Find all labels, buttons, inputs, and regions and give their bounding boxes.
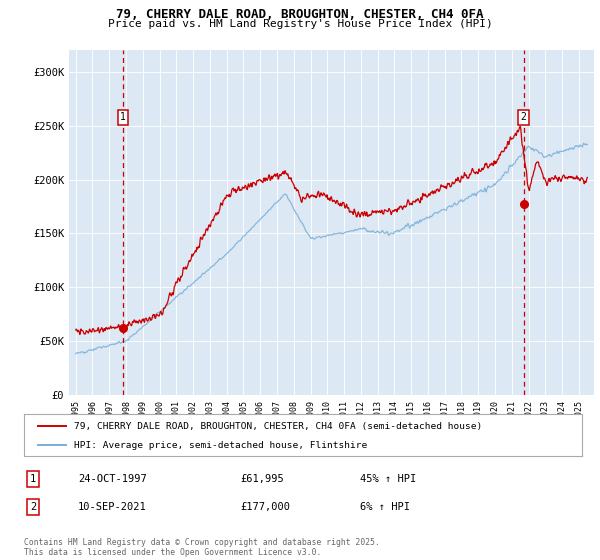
Text: HPI: Average price, semi-detached house, Flintshire: HPI: Average price, semi-detached house,… bbox=[74, 441, 367, 450]
Text: 2: 2 bbox=[521, 112, 527, 122]
Text: 1: 1 bbox=[120, 112, 126, 122]
Text: £177,000: £177,000 bbox=[240, 502, 290, 512]
Text: Price paid vs. HM Land Registry's House Price Index (HPI): Price paid vs. HM Land Registry's House … bbox=[107, 19, 493, 29]
Text: 24-OCT-1997: 24-OCT-1997 bbox=[78, 474, 147, 484]
Text: 6% ↑ HPI: 6% ↑ HPI bbox=[360, 502, 410, 512]
Text: 2: 2 bbox=[30, 502, 36, 512]
Text: £61,995: £61,995 bbox=[240, 474, 284, 484]
Text: 45% ↑ HPI: 45% ↑ HPI bbox=[360, 474, 416, 484]
Text: 10-SEP-2021: 10-SEP-2021 bbox=[78, 502, 147, 512]
Text: Contains HM Land Registry data © Crown copyright and database right 2025.
This d: Contains HM Land Registry data © Crown c… bbox=[24, 538, 380, 557]
Text: 1: 1 bbox=[30, 474, 36, 484]
Text: 79, CHERRY DALE ROAD, BROUGHTON, CHESTER, CH4 0FA: 79, CHERRY DALE ROAD, BROUGHTON, CHESTER… bbox=[116, 8, 484, 21]
Text: 79, CHERRY DALE ROAD, BROUGHTON, CHESTER, CH4 0FA (semi-detached house): 79, CHERRY DALE ROAD, BROUGHTON, CHESTER… bbox=[74, 422, 482, 431]
